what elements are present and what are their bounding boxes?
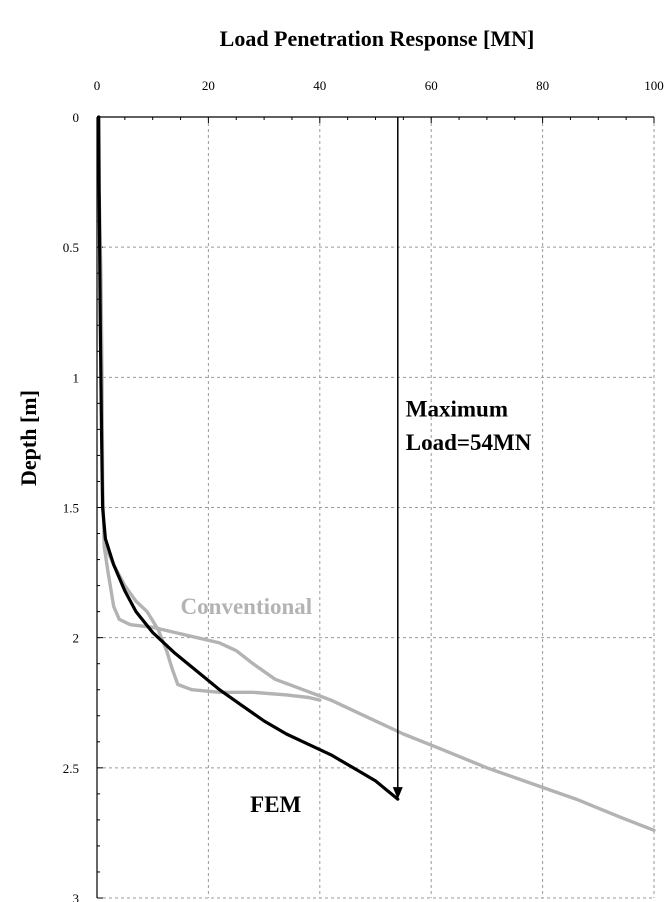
- max-load-label-line-2: Load=54MN: [406, 430, 532, 455]
- chart-title: Load Penetration Response [MN]: [220, 26, 535, 51]
- y-tick-label: 0: [73, 110, 80, 125]
- y-tick-label: 1.5: [63, 501, 79, 516]
- x-tick-label: 100: [644, 78, 664, 93]
- x-tick-label: 60: [425, 78, 438, 93]
- x-tick-label: 0: [94, 78, 101, 93]
- grid: [97, 117, 655, 899]
- x-tick-label: 20: [202, 78, 215, 93]
- series-line-fem: [97, 115, 400, 801]
- y-tick-label: 2: [73, 631, 80, 646]
- y-tick-label: 3: [73, 891, 80, 902]
- fem-label: FEM: [250, 792, 301, 817]
- series-lines: [97, 115, 656, 832]
- y-tick-label: 1: [73, 370, 80, 385]
- y-axis-label: Depth [m]: [16, 390, 41, 486]
- series-line-conventional: [103, 544, 322, 702]
- x-tick-label: 80: [536, 78, 549, 93]
- max-load-arrowhead: [392, 787, 403, 800]
- y-tick-label: 2.5: [63, 761, 79, 776]
- series-line-conventional: [97, 193, 656, 832]
- x-tick-label: 40: [313, 78, 326, 93]
- max-load-label-line-1: Maximum: [406, 396, 508, 421]
- conventional-label: Conventional: [181, 594, 313, 619]
- annotations: Maximum Load=54MN Conventional FEM: [181, 117, 532, 817]
- tick-labels: 0 20 40 60 80 100 0 0.5 1 1.5 2 2.5 3: [63, 78, 664, 902]
- y-tick-label: 0.5: [63, 240, 79, 255]
